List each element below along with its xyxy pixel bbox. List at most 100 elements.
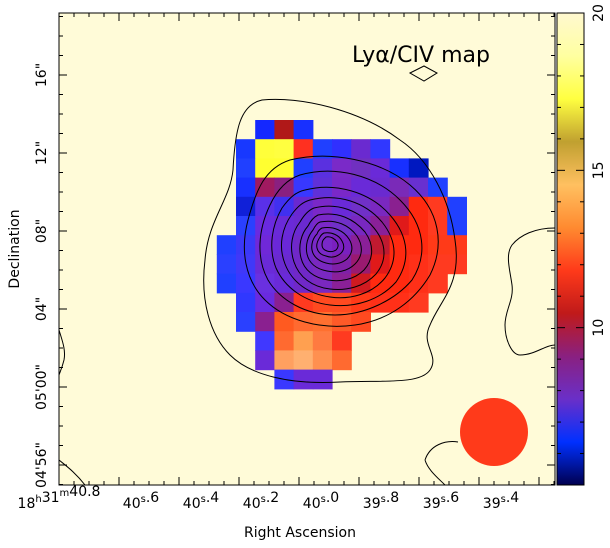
map-pixel bbox=[351, 196, 371, 217]
map-pixel bbox=[274, 177, 295, 198]
contour-6 bbox=[291, 205, 385, 290]
map-pixel bbox=[351, 312, 371, 332]
map-pixel bbox=[255, 196, 275, 217]
x-tick-label: 39s.6 bbox=[423, 490, 459, 512]
map-pixel bbox=[293, 177, 314, 198]
map-pixel bbox=[428, 196, 448, 217]
map-pixel bbox=[255, 254, 275, 275]
map-pixel bbox=[428, 216, 448, 236]
map-pixel bbox=[351, 254, 371, 275]
map-pixel bbox=[255, 158, 275, 179]
map-pixel bbox=[236, 139, 256, 159]
map-pixel bbox=[236, 235, 256, 255]
x-tick-label: 40s.2 bbox=[243, 490, 279, 512]
map-pixel bbox=[274, 331, 295, 351]
y-tick-label: 12" bbox=[34, 141, 50, 165]
pixel-map bbox=[216, 120, 467, 390]
map-pixel bbox=[408, 158, 429, 179]
map-pixel bbox=[293, 292, 314, 313]
map-pixel bbox=[370, 254, 391, 275]
x-axis-label: Right Ascension bbox=[244, 525, 356, 541]
map-pixel bbox=[447, 254, 467, 275]
map-pixel bbox=[312, 292, 333, 313]
contour-8 bbox=[305, 220, 362, 273]
colorbar-tick-label: 20 bbox=[591, 4, 607, 22]
map-pixel bbox=[255, 292, 275, 313]
map-pixel bbox=[274, 216, 295, 236]
map-pixel bbox=[293, 273, 314, 294]
y-tick-labels: 04'56" 05'00" 04" 08" 12" 16" bbox=[34, 63, 50, 488]
x-tick-label: 18h31m40.8 bbox=[18, 484, 101, 512]
map-pixel bbox=[255, 350, 275, 371]
map-pixel bbox=[255, 273, 275, 294]
map-pixel bbox=[332, 177, 352, 198]
beam-marker bbox=[460, 398, 528, 466]
contour-bottom-right bbox=[424, 441, 459, 486]
x-tick-label: 40s.6 bbox=[123, 490, 159, 512]
map-pixel bbox=[389, 177, 410, 198]
contour-left-edge bbox=[58, 329, 65, 376]
map-pixel bbox=[312, 139, 333, 159]
y-tick-label: 04" bbox=[34, 297, 50, 321]
y-tick-label: 04'56" bbox=[34, 442, 50, 488]
map-pixel bbox=[255, 120, 275, 140]
map-pixel bbox=[312, 158, 333, 179]
map-pixel bbox=[216, 235, 237, 255]
map-pixel bbox=[351, 158, 371, 179]
contour-outer bbox=[203, 98, 457, 383]
contour-3 bbox=[259, 170, 423, 316]
x-tick-label: 40s.4 bbox=[183, 490, 219, 512]
x-tick-labels: 18h31m40.8 40s.6 40s.4 40s.2 40s.0 39s.8 39s.6… bbox=[18, 484, 520, 512]
map-pixel bbox=[408, 235, 429, 255]
map-pixel bbox=[255, 216, 275, 236]
y-tick-label: 16" bbox=[34, 63, 50, 87]
map-pixel bbox=[312, 331, 333, 351]
map-pixel bbox=[293, 139, 314, 159]
map-pixel bbox=[332, 216, 352, 236]
map-pixel bbox=[408, 254, 429, 275]
map-pixel bbox=[408, 177, 429, 198]
map-pixel bbox=[236, 196, 256, 217]
map-pixel bbox=[255, 312, 275, 332]
map-pixel bbox=[447, 235, 467, 255]
x-tick-label: 40s.0 bbox=[303, 490, 339, 512]
contour-5 bbox=[281, 197, 395, 299]
y-tick-label: 05'00" bbox=[34, 364, 50, 410]
map-pixel bbox=[274, 120, 295, 140]
map-pixel bbox=[370, 177, 391, 198]
map-pixel bbox=[332, 331, 352, 351]
map-pixel bbox=[332, 158, 352, 179]
map-pixel bbox=[274, 196, 295, 217]
map-pixel bbox=[389, 292, 410, 313]
map-pixel bbox=[255, 139, 275, 159]
contour-4 bbox=[271, 186, 407, 307]
map-pixel bbox=[312, 369, 333, 390]
map-pixel bbox=[428, 273, 448, 294]
contour-bottom-left bbox=[58, 459, 86, 486]
y-axis-label: Declination bbox=[7, 209, 23, 288]
map-pixel bbox=[428, 177, 448, 198]
map-pixel bbox=[312, 312, 333, 332]
map-pixel bbox=[332, 312, 352, 332]
map-pixel bbox=[293, 350, 314, 371]
map-pixel bbox=[370, 139, 391, 159]
map-pixel bbox=[216, 273, 237, 294]
contour-10 bbox=[316, 232, 345, 258]
contour-9 bbox=[311, 227, 353, 265]
x-tick-label: 39s.8 bbox=[363, 490, 399, 512]
map-pixel bbox=[293, 158, 314, 179]
colorbar-ticks: 10 15 20 bbox=[557, 4, 607, 455]
map-pixel bbox=[293, 369, 314, 390]
map-pixel bbox=[332, 350, 352, 371]
map-pixel bbox=[408, 273, 429, 294]
colorbar-tick-label: 15 bbox=[591, 161, 607, 179]
contour-lines bbox=[58, 65, 556, 486]
map-pixel bbox=[293, 216, 314, 236]
map-pixel bbox=[389, 235, 410, 255]
map-pixel bbox=[332, 196, 352, 217]
diamond-marker bbox=[408, 65, 439, 82]
plot-frame bbox=[58, 12, 556, 486]
contour-11 bbox=[321, 236, 339, 253]
map-pixel bbox=[236, 216, 256, 236]
map-pixel bbox=[370, 292, 391, 313]
